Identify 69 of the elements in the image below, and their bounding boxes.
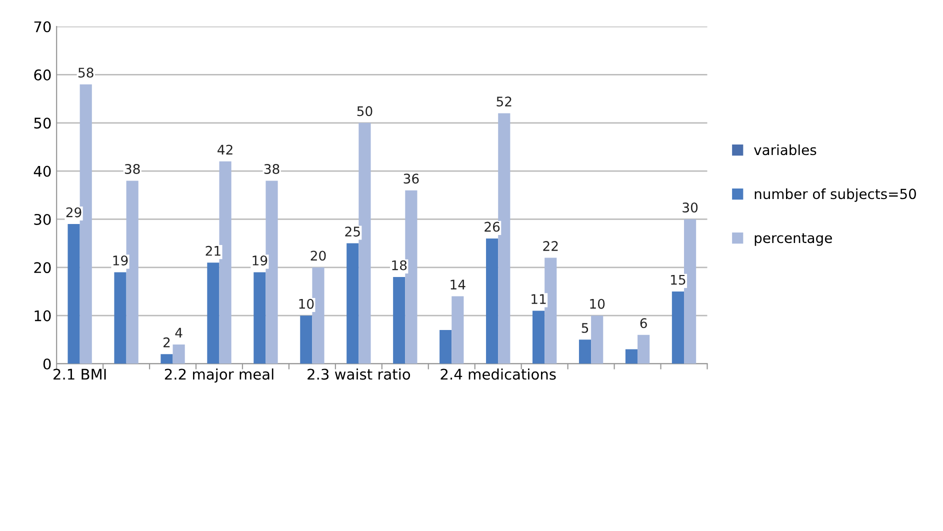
data-label: 38 <box>124 164 140 174</box>
bar <box>346 243 359 364</box>
bar <box>452 296 464 364</box>
data-label: 58 <box>78 68 94 78</box>
data-label: 38 <box>264 164 280 174</box>
bar <box>486 238 498 364</box>
data-label: 36 <box>404 174 419 184</box>
bar <box>312 267 324 364</box>
bar <box>80 84 92 364</box>
bar <box>684 219 696 364</box>
data-label: 18 <box>392 260 407 270</box>
bar <box>625 349 638 364</box>
y-tick-label: 30 <box>34 214 51 225</box>
bar <box>207 262 220 364</box>
data-label: 52 <box>496 96 512 107</box>
bar <box>405 190 418 364</box>
bar <box>358 122 371 364</box>
data-label: 50 <box>357 106 372 116</box>
legend-label: variables <box>754 144 816 156</box>
data-label: 25 <box>345 226 360 237</box>
data-label: 19 <box>252 256 268 266</box>
bar <box>578 340 592 364</box>
bar <box>172 344 185 364</box>
data-label: 10 <box>590 298 605 309</box>
bar <box>591 316 604 364</box>
bar <box>160 354 173 364</box>
y-tick-label: 70 <box>34 21 51 32</box>
data-label: 22 <box>543 241 558 251</box>
bar <box>266 180 278 364</box>
data-label: 29 <box>66 207 82 218</box>
y-tick-label: 60 <box>34 69 51 80</box>
data-label: 19 <box>113 256 128 266</box>
x-tick-label: 2.3 waist ratio <box>308 368 410 380</box>
data-label: 26 <box>484 222 500 232</box>
x-tick-label: 2.1 BMI <box>54 368 106 380</box>
bar <box>440 330 452 364</box>
bar <box>532 310 545 364</box>
y-tick-label: 10 <box>34 310 51 322</box>
data-label: 21 <box>206 246 220 256</box>
bar <box>638 334 650 364</box>
data-label: 2 <box>164 337 170 348</box>
x-tick-label: 2.4 medications <box>440 368 556 380</box>
data-label: 20 <box>310 250 326 261</box>
data-label: 6 <box>640 318 647 328</box>
bar <box>393 277 406 364</box>
data-label: 4 <box>175 328 182 338</box>
legend-label: percentage <box>754 233 832 246</box>
y-tick-label: 0 <box>43 358 51 370</box>
legend-label: number of subjects=50 <box>754 188 916 202</box>
y-tick-label: 50 <box>34 118 51 129</box>
bar <box>498 113 510 364</box>
data-label: 15 <box>671 274 686 285</box>
data-label: 42 <box>218 144 232 155</box>
bar <box>219 161 232 364</box>
bar <box>126 180 138 364</box>
data-label: 10 <box>299 298 314 309</box>
bar <box>672 291 684 364</box>
x-tick-label: 2.2 major meal <box>164 368 274 383</box>
data-label: 14 <box>450 280 466 290</box>
bar <box>114 272 126 364</box>
data-label: 11 <box>532 294 546 304</box>
bar <box>254 272 266 364</box>
bar <box>300 316 312 364</box>
y-tick-label: 20 <box>34 262 51 274</box>
bar <box>544 258 557 364</box>
data-label: 30 <box>682 202 698 213</box>
y-tick-label: 40 <box>34 166 51 177</box>
data-label: 5 <box>582 323 588 333</box>
bar <box>68 224 80 364</box>
